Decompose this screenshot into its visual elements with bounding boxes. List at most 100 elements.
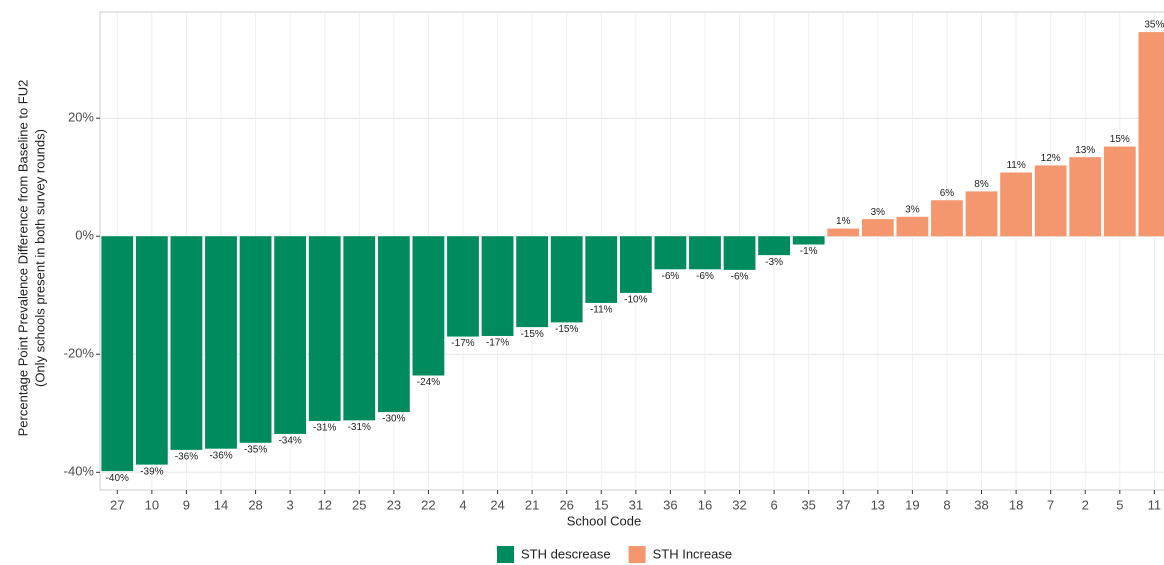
x-tick-label: 10	[145, 497, 159, 512]
bar	[239, 236, 272, 443]
value-label: -6%	[696, 271, 714, 282]
x-tick-label: 6	[770, 497, 777, 512]
y-tick-label: 20%	[68, 110, 94, 125]
value-label: 13%	[1075, 145, 1095, 156]
x-tick-label: 11	[1148, 497, 1162, 512]
bar	[1103, 146, 1136, 237]
bar	[931, 200, 963, 237]
value-label: 6%	[940, 188, 955, 199]
bar	[343, 236, 376, 421]
value-label: -36%	[209, 450, 232, 461]
x-tick-label: 26	[559, 497, 573, 512]
bar	[827, 228, 860, 237]
bar	[861, 219, 894, 237]
value-label: 3%	[871, 207, 886, 218]
x-tick-label: 36	[663, 497, 677, 512]
value-label: -15%	[555, 324, 578, 335]
value-label: 11%	[1006, 160, 1025, 171]
bar	[170, 236, 203, 450]
bar	[205, 236, 237, 449]
x-tick-label: 15	[594, 497, 608, 512]
y-tick-label: -40%	[64, 464, 95, 479]
value-label: 3%	[905, 204, 920, 215]
x-tick-label: 2	[1082, 497, 1089, 512]
x-axis-title: School Code	[567, 513, 641, 528]
value-label: 8%	[974, 179, 989, 190]
x-tick-label: 7	[1047, 497, 1054, 512]
x-tick-label: 8	[943, 497, 950, 512]
bar	[1000, 172, 1033, 237]
y-tick-label: -20%	[64, 346, 95, 361]
legend-label: STH descrease	[521, 546, 611, 561]
value-label: 12%	[1041, 153, 1061, 164]
bar	[654, 236, 687, 270]
value-label: -40%	[106, 473, 129, 484]
bar	[758, 236, 791, 256]
bar	[377, 236, 410, 413]
bar	[135, 236, 168, 465]
y-axis-title: Percentage Point Prevalence Difference f…	[15, 80, 30, 437]
bar	[1034, 165, 1067, 237]
value-label: 1%	[836, 216, 851, 227]
value-label: -17%	[486, 338, 509, 349]
value-label: -31%	[348, 422, 371, 433]
x-tick-label: 25	[352, 497, 366, 512]
bar	[274, 236, 307, 434]
bar	[550, 236, 583, 323]
x-tick-label: 35	[801, 497, 815, 512]
x-tick-label: 23	[387, 497, 401, 512]
bar	[1138, 32, 1164, 237]
value-label: -17%	[451, 338, 474, 349]
value-label: -31%	[313, 423, 336, 434]
x-tick-label: 22	[421, 497, 435, 512]
x-tick-label: 21	[525, 497, 539, 512]
x-tick-label: 19	[905, 497, 919, 512]
value-label: -10%	[624, 295, 647, 306]
x-tick-label: 24	[490, 497, 504, 512]
bar	[792, 236, 825, 245]
x-tick-label: 37	[836, 497, 850, 512]
x-tick-label: 28	[248, 497, 262, 512]
value-label: -15%	[520, 329, 543, 340]
value-label: -30%	[382, 414, 405, 425]
value-label: 35%	[1144, 20, 1164, 31]
value-label: -39%	[140, 466, 163, 477]
bar	[412, 236, 445, 376]
bar	[481, 236, 514, 336]
y-tick-label: 0%	[75, 228, 94, 243]
y-axis-title: (Only schools present in both survey rou…	[32, 129, 47, 387]
x-tick-label: 32	[732, 497, 746, 512]
value-label: 15%	[1110, 134, 1130, 145]
bar	[689, 236, 721, 270]
bar	[896, 216, 929, 237]
bar	[308, 236, 341, 421]
bar	[585, 236, 618, 303]
bar	[1069, 157, 1102, 237]
x-tick-label: 12	[317, 497, 331, 512]
x-tick-label: 16	[698, 497, 712, 512]
value-label: -34%	[278, 436, 301, 447]
value-label: -24%	[417, 377, 440, 388]
value-label: -36%	[175, 452, 198, 463]
x-tick-label: 31	[629, 497, 643, 512]
x-tick-label: 38	[974, 497, 988, 512]
x-tick-label: 27	[110, 497, 124, 512]
bar	[447, 236, 479, 337]
bar	[723, 236, 756, 270]
x-tick-label: 9	[183, 497, 190, 512]
bar	[965, 191, 998, 237]
value-label: -6%	[731, 272, 749, 283]
legend-swatch	[497, 546, 514, 563]
bar	[619, 236, 652, 293]
x-tick-label: 5	[1116, 497, 1123, 512]
x-tick-label: 3	[287, 497, 294, 512]
bar	[516, 236, 549, 328]
legend-label: STH Increase	[653, 546, 732, 561]
x-tick-label: 18	[1009, 497, 1023, 512]
value-label: -6%	[662, 271, 680, 282]
legend-swatch	[628, 546, 646, 563]
bar	[101, 236, 134, 472]
value-label: -35%	[244, 444, 267, 455]
x-tick-label: 14	[214, 497, 228, 512]
